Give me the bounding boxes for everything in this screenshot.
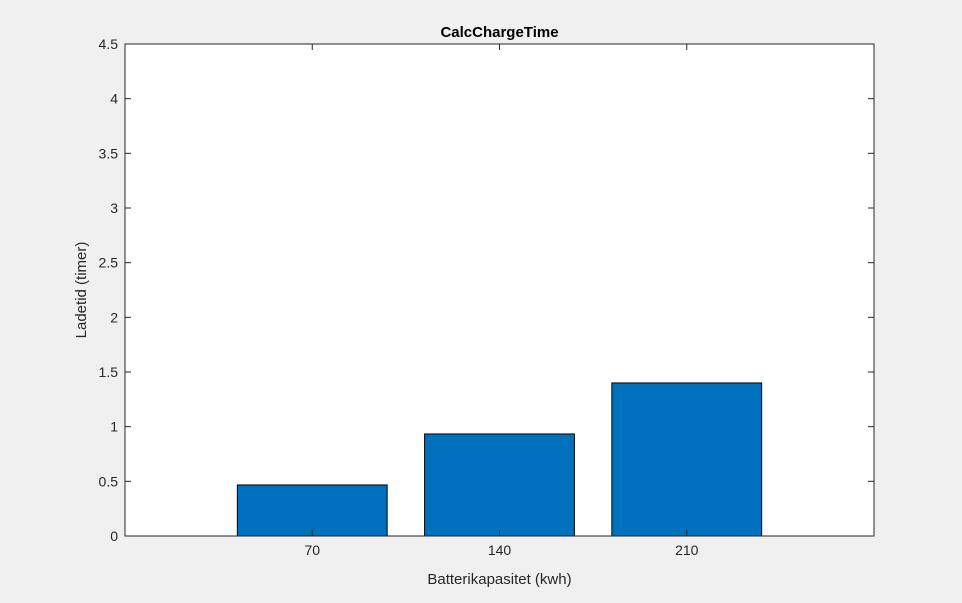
y-tick-label: 4 (110, 91, 118, 107)
y-tick-label: 2 (110, 309, 118, 325)
x-ticks-group: 70 140 210 (304, 44, 699, 558)
y-tick-label: 0.5 (99, 473, 119, 489)
x-axis-label: Batterikapasitet (kwh) (427, 571, 571, 588)
y-tick-label: 0 (110, 528, 118, 544)
x-tick-label: 70 (304, 542, 320, 558)
x-tick-label: 210 (675, 542, 699, 558)
y-tick-label: 2.5 (99, 255, 119, 271)
bars-group (236, 382, 763, 537)
bar (424, 433, 575, 537)
y-tick-label: 3 (110, 200, 118, 216)
axes-box (124, 43, 875, 537)
chart-title: CalcChargeTime (440, 24, 558, 41)
y-tick-label: 1.5 (99, 364, 119, 380)
y-tick-label: 4.5 (99, 36, 119, 52)
x-tick-label: 140 (488, 542, 512, 558)
bar (236, 484, 388, 537)
y-tick-label: 1 (110, 419, 118, 435)
y-tick-label: 3.5 (99, 145, 119, 161)
y-ticks-group: 0 0.5 1 1.5 2 2.5 3 3.5 4 4.5 (99, 36, 874, 544)
bar (611, 382, 763, 537)
y-axis-label: Ladetid (timer) (73, 242, 90, 339)
